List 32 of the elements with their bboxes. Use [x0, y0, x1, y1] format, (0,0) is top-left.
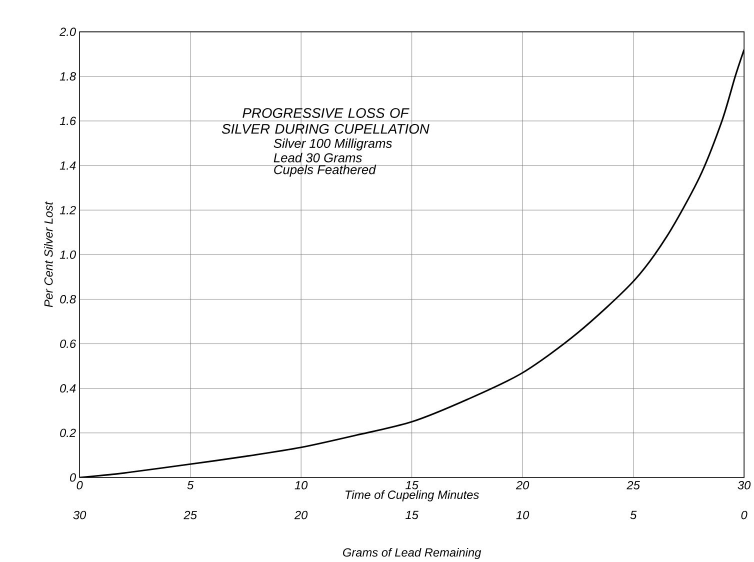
x2-tick-label: 15 [406, 510, 418, 519]
text: PROGRESSIVE LOSS OF SILVER DURING CUPELLATION [222, 108, 430, 134]
y-tick-label: 0.6 [60, 339, 76, 348]
y-tick-label: 2.0 [59, 27, 76, 36]
y-tick-label: 1.2 [60, 206, 76, 214]
x2-tick-label: 5 [630, 510, 637, 519]
x2-axis-title: Grams of Lead Remaining [343, 548, 482, 559]
y-axis-title: Per Cent Silver Lost [44, 201, 53, 308]
x2-tick-label: 0 [741, 510, 748, 520]
x-tick-label: 10 [294, 480, 308, 490]
y-tick-label: 0.2 [60, 428, 76, 437]
x2-tick-label: 20 [294, 510, 308, 520]
x2-tick-label: 25 [184, 510, 197, 520]
y-tick-label: 0.4 [60, 384, 76, 392]
x2-tick-label: 10 [516, 510, 530, 520]
x-tick-label: 20 [516, 480, 530, 490]
y-tick-label: 1.6 [60, 116, 76, 126]
y-tick-label: 0 [70, 473, 76, 482]
x-tick-label: 25 [626, 480, 640, 490]
y-tick-label: 1.0 [60, 250, 76, 259]
x-tick-label: 0 [76, 480, 83, 490]
x-axis-title: Time of Cupeling Minutes [346, 490, 479, 502]
x2-tick-label: 30 [73, 510, 86, 520]
y-tick-label: 0.8 [60, 294, 76, 304]
y-tick-label: 1.8 [60, 72, 76, 80]
y-tick-label: 1.4 [60, 161, 76, 170]
annotation: Cupels Feathered [274, 164, 376, 177]
annotation: Lead 30 Grams [274, 152, 362, 162]
x-tick-label: 15 [406, 480, 418, 490]
x-tick-label: 5 [187, 480, 194, 490]
annotation: Silver 100 Milligrams [274, 138, 392, 150]
x-tick-label: 30 [738, 480, 751, 490]
